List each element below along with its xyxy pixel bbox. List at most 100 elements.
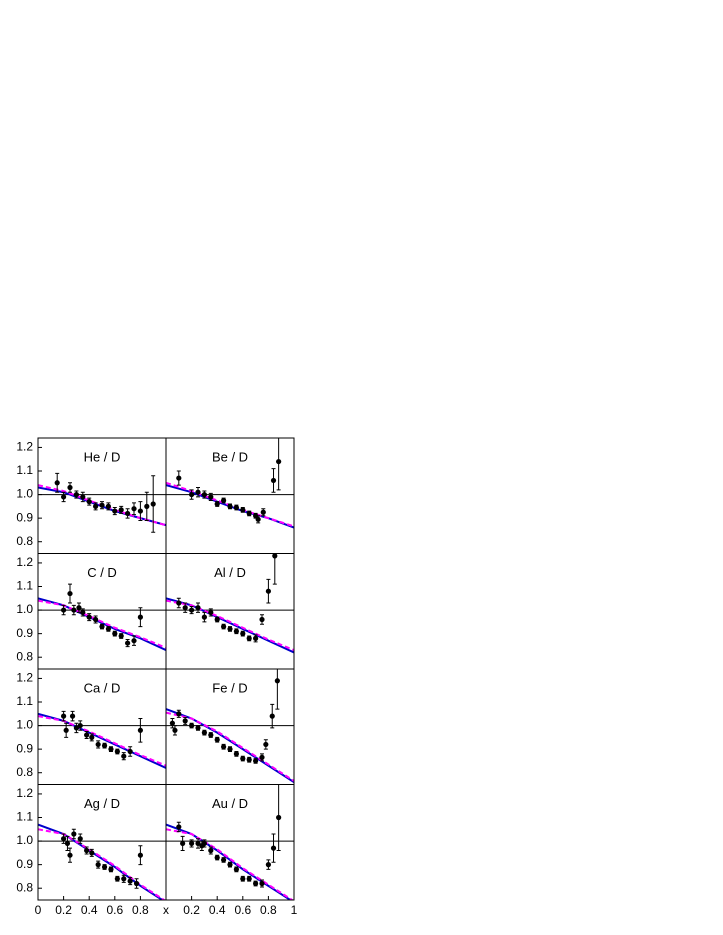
data-point [77,722,83,729]
data-point [71,607,77,613]
data-point [176,824,182,830]
panel-title: Au / D [212,796,248,811]
panel-title: Ag / D [84,796,120,811]
panel-title: Be / D [212,449,248,464]
data-point [63,727,69,733]
data-point [112,508,118,514]
data-point [195,605,201,611]
data-point [246,876,252,882]
data-point [67,590,73,597]
x-tick-label: 0 [35,903,42,917]
data-point [176,600,182,606]
data-point [150,501,156,507]
data-point [137,614,143,620]
data-point [114,748,120,755]
data-point [93,503,99,509]
y-tick-label: 1.2 [16,555,33,569]
data-point [255,516,261,522]
data-point [221,857,227,863]
data-point [227,862,233,868]
model-curve [38,823,165,900]
data-point [214,501,220,507]
y-tick-label: 0.8 [16,534,33,548]
panel-frame [165,784,295,901]
data-point [227,746,233,752]
data-point [265,862,271,868]
y-tick-label: 1.1 [16,579,33,593]
data-point [246,635,252,641]
model-curve [166,597,294,654]
x-tick-label: 0.6 [106,903,123,917]
data-point [201,840,207,847]
data-point [233,866,239,872]
data-point [189,491,195,498]
data-point [137,508,143,514]
y-tick-label: 0.8 [16,765,33,779]
data-point [108,866,114,872]
data-point [121,753,127,759]
data-point [67,852,73,858]
data-point [71,831,77,837]
data-point [259,754,265,760]
model-curve [38,828,166,900]
x-tick-label: 0.8 [132,903,149,917]
data-point [208,494,214,500]
y-tick-label: 1.2 [16,786,33,800]
data-point [125,510,131,517]
data-point [214,737,220,743]
data-point [180,840,186,847]
data-point [127,748,133,755]
x-tick-label: 0.2 [183,903,200,917]
data-point [61,836,67,842]
data-point [263,741,269,748]
data-point [269,713,275,719]
y-tick-label: 0.8 [16,880,33,894]
data-point [214,616,220,623]
data-point [76,605,82,611]
data-point [131,506,137,512]
data-point [89,734,95,740]
y-tick-label: 0.9 [16,741,33,755]
data-point [270,845,277,851]
y-tick-label: 0.9 [16,857,33,871]
data-point [169,720,175,726]
data-point [240,876,246,882]
data-point [80,609,86,616]
data-point [189,607,195,613]
data-point [95,741,101,748]
data-point [182,718,188,724]
data-point [112,631,118,637]
data-point [265,588,271,594]
panel [166,438,294,529]
y-tick-label: 1.0 [16,833,33,847]
x-tick-label: 0.8 [260,903,277,917]
data-point [176,475,182,481]
data-point [270,477,277,484]
data-point [61,713,67,719]
panel-title: Al / D [214,565,246,580]
y-tick-label: 1.1 [16,463,33,477]
data-point [127,878,133,884]
x-tick-label: 0.4 [81,903,98,917]
data-point [208,732,214,738]
x-tick-label: 1 [291,903,298,917]
x-axis-label: x [163,903,169,917]
y-tick-label: 1.1 [16,810,33,824]
y-tick-label: 1.2 [16,440,33,454]
data-point [93,616,99,623]
panel [38,710,166,769]
data-point [195,489,201,495]
data-point [233,751,239,757]
data-point [80,494,86,500]
data-point [133,880,140,887]
data-point [137,727,143,733]
y-tick-label: 1.0 [16,718,33,732]
data-point [54,480,60,486]
data-point [131,638,137,644]
data-point [61,494,67,500]
data-point [260,509,266,515]
data-point [105,503,111,509]
data-point [144,503,150,509]
data-point [105,626,111,632]
